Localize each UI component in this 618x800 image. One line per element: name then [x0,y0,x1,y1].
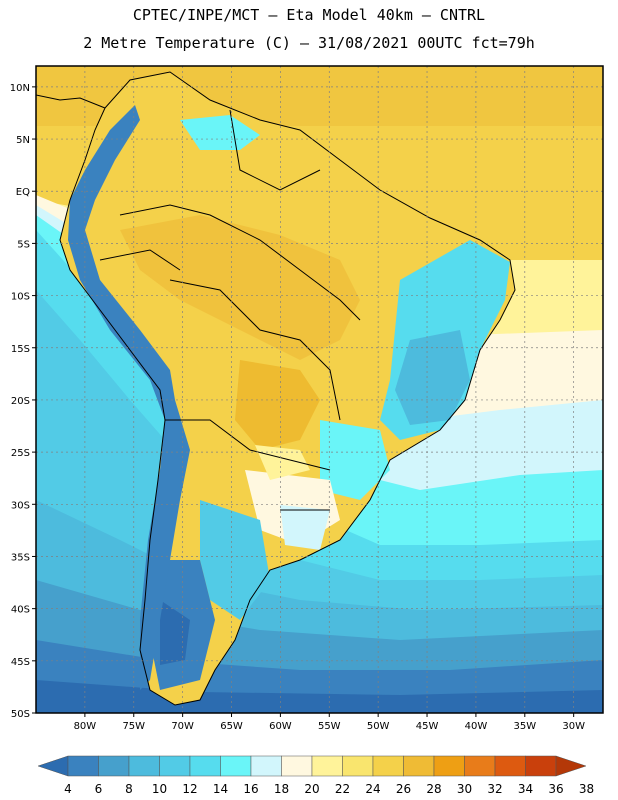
lon-label-55W: 55W [318,721,341,732]
colorbar-label-8: 8 [125,782,133,796]
pantanal-hot-core [235,360,320,450]
colorbar-swatch-3 [159,755,191,777]
colorbar-swatch-15 [525,755,557,777]
colorbar-label-32: 32 [487,782,502,796]
border-central [169,279,341,421]
lon-label-50W: 50W [367,721,390,732]
plot-frame [35,65,604,714]
colorbar-label-26: 26 [396,782,411,796]
colorbar-swatch-1 [98,755,130,777]
colorbar-label-10: 10 [152,782,167,796]
amazon-warm-core [120,215,360,360]
colorbar-label-6: 6 [95,782,103,796]
colorbar-swatch-8 [311,755,343,777]
colorbar-label-30: 30 [457,782,472,796]
lat-label-25S: 25S [11,448,30,459]
lon-label-80W: 80W [74,721,97,732]
lon-label-45W: 45W [416,721,439,732]
colorbar-label-38: 38 [579,782,594,796]
border-peru [99,249,181,271]
map-title-line-1: CPTEC/INPE/MCT – Eta Model 40km – CNTRL [132,6,486,24]
colorbar-label-14: 14 [213,782,228,796]
southern-brazil-cool [320,420,390,500]
coastlines-and-borders [36,71,516,706]
lat-label-EQ: EQ [16,187,30,198]
colorbar-label-22: 22 [335,782,350,796]
lat-label-10S: 10S [11,292,30,303]
colorbar-label-18: 18 [274,782,289,796]
lat-label-50S: 50S [11,709,30,720]
colorbar-label-12: 12 [182,782,197,796]
colorbar-swatch-13 [464,755,496,777]
lon-label-40W: 40W [465,721,488,732]
colorbar-label-20: 20 [304,782,319,796]
brazil-highlands-cooler [395,330,470,425]
colorbar-swatch-7 [281,755,313,777]
south-america-coastline [36,71,516,706]
longitude-labels: 80W 75W 70W 65W 60W 55W 50W 45W 40W 35W 30W [74,713,585,732]
lat-label-20S: 20S [11,396,30,407]
colorbar-swatch-9 [342,755,374,777]
lat-label-30S: 30S [11,500,30,511]
colorbar-swatch-10 [372,755,404,777]
colorbar-label-36: 36 [548,782,563,796]
guiana-highlands-cool [180,115,260,150]
map-title-line-2: 2 Metre Temperature (C) – 31/08/2021 00U… [83,34,535,52]
lat-label-5N: 5N [16,135,30,146]
colorbar-min-arrow [37,755,69,777]
colorbar-label-34: 34 [518,782,533,796]
colorbar-swatch-12 [433,755,465,777]
lat-label-40S: 40S [11,605,30,616]
andes-cold-ridge [68,105,190,690]
border-north [119,204,361,321]
colorbar-label-24: 24 [365,782,380,796]
latitude-labels: 10N 5N EQ 5S 10S 15S 20S 25S 30S 35S 40S 45S 50S [10,83,36,720]
lon-label-35W: 35W [513,721,536,732]
lon-label-75W: 75W [122,721,145,732]
chaco-warm [255,445,310,480]
colorbar-swatch-4 [189,755,221,777]
colorbar: 4 6 8 10 12 14 16 18 20 22 24 26 28 30 32 34 36 38 [37,755,594,796]
colorbar-swatch-5 [220,755,252,777]
border-south [165,419,331,471]
colorbar-label-28: 28 [426,782,441,796]
lon-label-65W: 65W [220,721,243,732]
colorbar-swatch-2 [128,755,160,777]
colorbar-swatch-11 [403,755,435,777]
lon-label-30W: 30W [562,721,585,732]
temperature-field [36,66,603,713]
border-guianas [229,109,321,191]
colorbar-swatch-0 [67,755,99,777]
colorbar-label-4: 4 [64,782,72,796]
lat-label-35S: 35S [11,552,30,563]
uruguay-mild [280,505,330,550]
colorbar-label-16: 16 [243,782,258,796]
lat-label-45S: 45S [11,657,30,668]
colorbar-swatch-6 [250,755,282,777]
lat-label-15S: 15S [11,344,30,355]
lat-label-10N: 10N [10,83,30,94]
lon-label-70W: 70W [171,721,194,732]
lon-label-60W: 60W [269,721,292,732]
colorbar-swatch-14 [494,755,526,777]
colorbar-max-arrow [555,755,587,777]
lat-label-5S: 5S [17,239,30,250]
patagonia-north [200,500,270,620]
